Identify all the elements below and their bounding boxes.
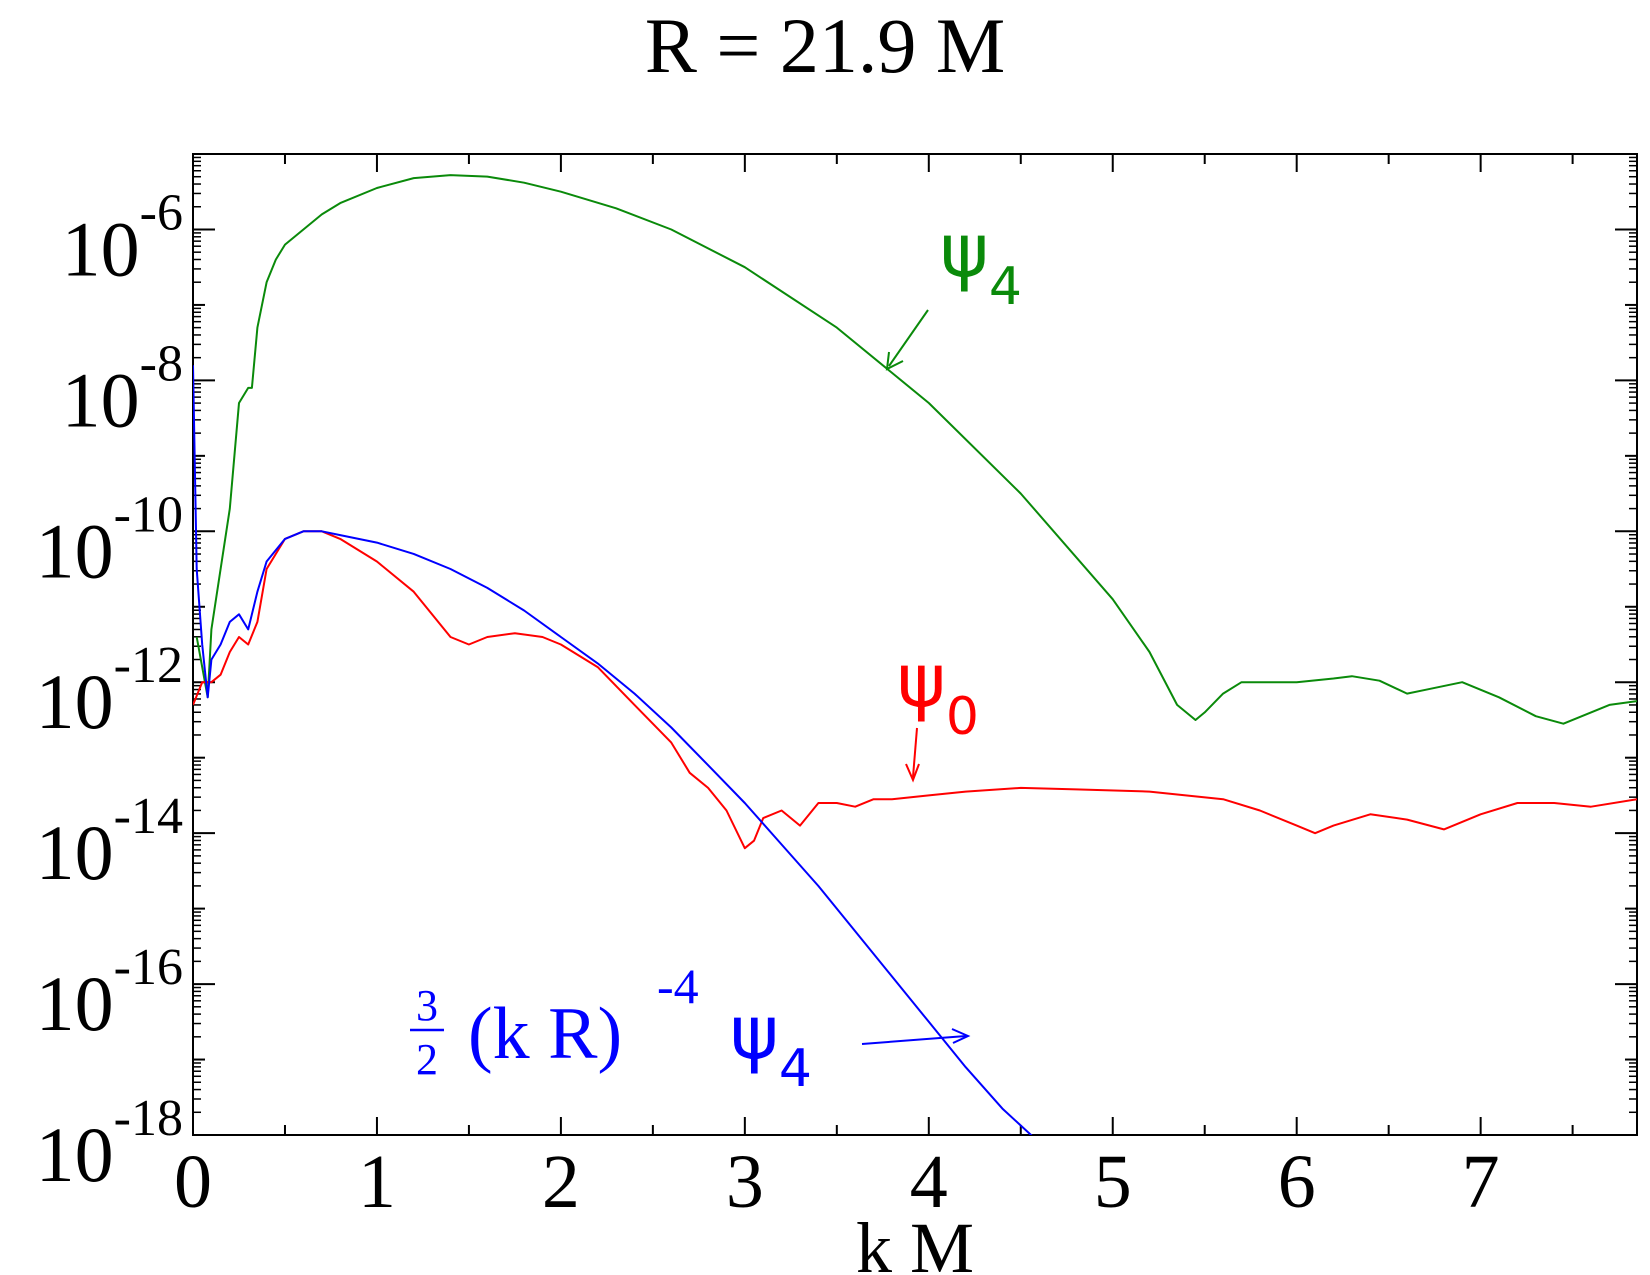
svg-text:ψ0: ψ0 <box>897 638 979 747</box>
chart-title: R = 21.9 M <box>645 2 1005 89</box>
approx-psi-subscript: 4 <box>779 1039 812 1099</box>
x-tick-label: 7 <box>1462 1140 1500 1224</box>
x-tick-label: 4 <box>910 1140 948 1224</box>
x-tick-label: 0 <box>174 1140 212 1224</box>
psi4-arrow <box>888 309 929 367</box>
plot-frame <box>192 153 1638 1136</box>
psi0-symbol: ψ <box>897 638 946 724</box>
psi0-arrow <box>912 727 918 778</box>
psi0-arrowhead <box>905 763 920 783</box>
x-tick-label: 2 <box>542 1140 580 1224</box>
approx-expr: (k R) <box>468 993 622 1075</box>
approx-arrowhead <box>951 1028 971 1044</box>
psi4-arrowhead <box>885 351 904 371</box>
y-tick-label: 10-10 <box>36 486 183 594</box>
psi4-subscript: 4 <box>989 257 1022 317</box>
x-tick-label: 1 <box>358 1140 396 1224</box>
y-tick-label: 10-6 <box>62 184 183 292</box>
y-tick-label: 10-8 <box>62 335 183 443</box>
y-tick-label: 10-16 <box>36 939 183 1047</box>
approx-psi-symbol: ψ <box>730 990 779 1076</box>
annotation-psi0: ψ0 <box>897 638 979 783</box>
y-tick-label: 10-18 <box>36 1090 183 1198</box>
svg-text:ψ4: ψ4 <box>730 990 812 1099</box>
approx-numerator: 3 <box>416 981 438 1030</box>
approx-arrow <box>861 1035 967 1045</box>
approx-denominator: 2 <box>416 1035 438 1084</box>
series-group <box>193 174 1637 1135</box>
y-axis-tick-labels: 10-6 10-8 10-10 10-12 10-14 10-16 10-18 <box>36 184 183 1198</box>
annotation-approx: 3 2 (k R) -4 ψ4 <box>410 958 971 1099</box>
psi0-subscript: 0 <box>946 687 979 747</box>
x-axis-ticks <box>192 154 1574 1135</box>
y-tick-label: 10-12 <box>36 637 183 745</box>
x-tick-label: 5 <box>1094 1140 1132 1224</box>
series-line-approx <box>193 365 1033 1135</box>
x-tick-label: 3 <box>726 1140 764 1224</box>
approx-exponent: -4 <box>657 958 699 1014</box>
x-axis-tick-labels: 0 1 2 3 4 5 6 7 <box>174 1140 1500 1224</box>
series-line-psi4 <box>195 174 1637 725</box>
x-tick-label: 6 <box>1278 1140 1316 1224</box>
x-axis-label: k M <box>856 1208 974 1275</box>
y-tick-label: 10-14 <box>36 788 183 896</box>
psi4-symbol: ψ <box>940 208 989 294</box>
annotation-psi4: ψ4 <box>885 208 1022 371</box>
svg-text:ψ4: ψ4 <box>940 208 1022 317</box>
